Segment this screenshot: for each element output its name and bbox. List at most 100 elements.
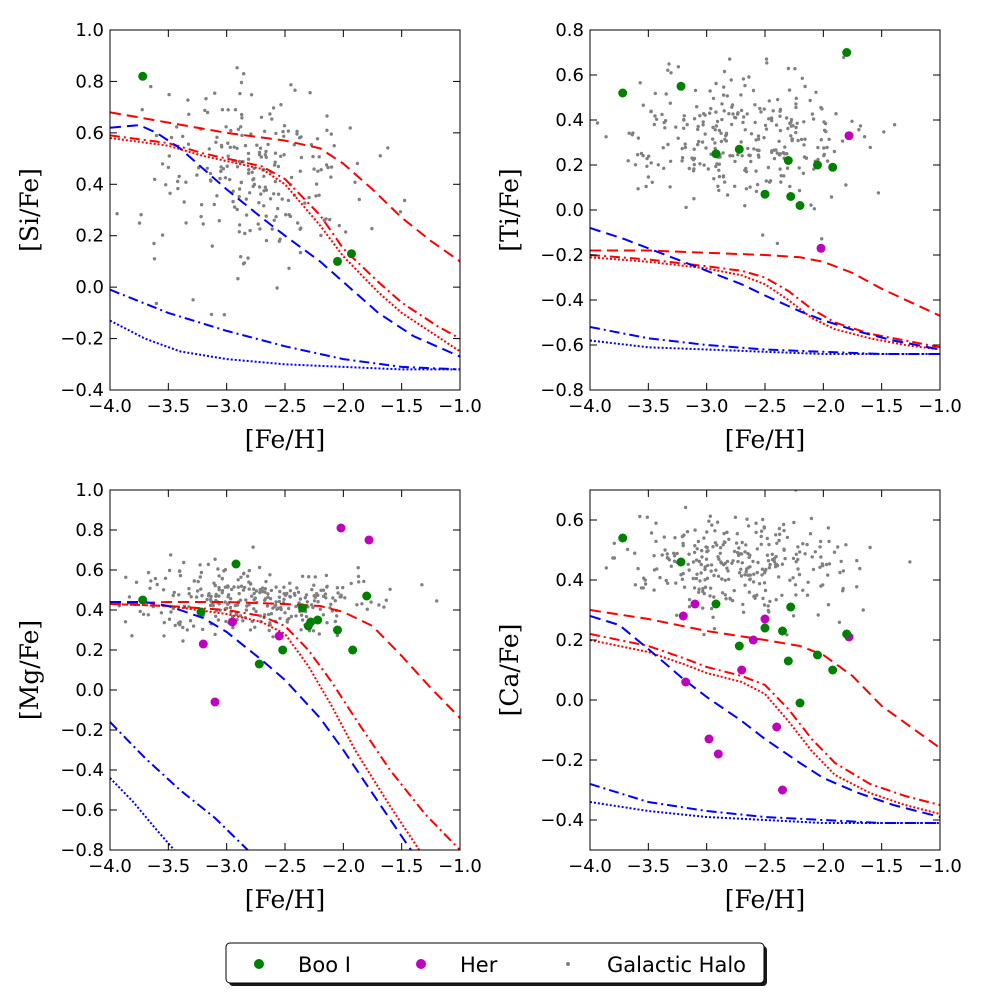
halo-point <box>208 178 213 182</box>
boo-point <box>786 192 796 201</box>
halo-point <box>182 560 186 565</box>
halo-point <box>231 189 235 193</box>
halo-point <box>697 590 701 594</box>
halo-point <box>377 603 381 607</box>
boo-point <box>138 595 148 605</box>
halo-point <box>198 575 202 579</box>
halo-point <box>722 531 726 536</box>
halo-point <box>733 184 737 188</box>
halo-point <box>638 81 642 85</box>
halo-point <box>643 582 648 586</box>
halo-point <box>328 217 332 222</box>
her-point <box>198 639 208 649</box>
plot-content <box>110 66 460 371</box>
halo-point <box>208 603 213 608</box>
halo-point <box>228 605 233 610</box>
halo-point <box>684 205 688 210</box>
halo-point <box>219 169 223 173</box>
halo-point <box>748 573 752 577</box>
halo-point <box>280 197 284 201</box>
halo-point <box>674 581 678 585</box>
boo-point <box>813 650 822 660</box>
her-point <box>336 523 346 533</box>
model-red-dashed <box>110 601 460 719</box>
halo-point <box>731 559 735 563</box>
halo-point <box>811 567 816 572</box>
halo-point <box>746 146 750 151</box>
halo-point <box>188 619 193 623</box>
halo-point <box>664 92 668 96</box>
halo-point <box>876 191 881 195</box>
halo-point <box>168 191 172 195</box>
halo-point <box>154 301 159 306</box>
halo-point <box>420 583 424 587</box>
y-tick-label: −0.2 <box>540 750 584 771</box>
halo-point <box>827 539 831 544</box>
halo-point <box>272 163 277 167</box>
halo-point <box>321 613 326 617</box>
halo-point <box>749 159 753 164</box>
halo-point <box>762 571 767 575</box>
halo-point <box>299 155 304 160</box>
halo-point <box>652 588 656 592</box>
halo-point <box>208 171 213 176</box>
x-tick-label: −2.0 <box>321 396 365 417</box>
halo-point <box>892 123 897 127</box>
boo-point <box>138 71 148 81</box>
halo-point <box>638 514 642 519</box>
halo-point <box>257 565 262 570</box>
halo-point <box>714 568 718 572</box>
halo-point <box>695 547 699 551</box>
halo-point <box>706 167 710 171</box>
halo-point <box>153 177 157 182</box>
halo-point <box>160 233 165 237</box>
halo-point <box>134 580 139 584</box>
halo-point <box>743 204 747 208</box>
halo-point <box>177 174 181 179</box>
halo-point <box>141 612 146 616</box>
halo-point <box>780 593 784 597</box>
halo-point <box>709 569 713 573</box>
halo-point <box>809 203 813 207</box>
halo-point <box>858 124 863 128</box>
halo-point <box>704 146 708 150</box>
halo-point <box>299 628 303 632</box>
halo-point <box>667 62 671 66</box>
halo-point <box>162 620 166 625</box>
halo-point <box>627 131 631 135</box>
halo-point <box>239 180 244 184</box>
model-red-dashdot <box>110 603 460 850</box>
halo-point <box>604 566 608 570</box>
halo-point <box>668 159 673 163</box>
halo-point <box>258 227 262 231</box>
halo-point <box>706 549 710 553</box>
halo-point <box>747 590 752 594</box>
halo-point <box>683 505 688 510</box>
halo-point <box>699 562 703 567</box>
halo-point <box>182 200 186 204</box>
halo-point <box>766 604 770 608</box>
halo-point <box>276 206 280 211</box>
her-point <box>748 635 758 645</box>
halo-point <box>788 184 792 189</box>
halo-point <box>339 593 343 597</box>
halo-point <box>770 552 774 556</box>
x-tick-label: −1.5 <box>380 856 424 877</box>
halo-point <box>717 188 721 193</box>
halo-point <box>357 197 361 202</box>
halo-point <box>217 588 221 592</box>
x-tick-label: −4.0 <box>88 396 132 417</box>
halo-point <box>762 581 767 585</box>
halo-point <box>163 576 168 580</box>
halo-point <box>741 602 745 607</box>
halo-point <box>687 568 691 572</box>
halo-point <box>299 613 304 617</box>
y-tick-label: 1.0 <box>75 480 104 501</box>
halo-point <box>857 128 861 132</box>
boo-point <box>362 591 372 601</box>
halo-point <box>217 594 221 598</box>
halo-point <box>270 227 274 231</box>
halo-point <box>751 580 756 584</box>
halo-point <box>826 573 830 577</box>
halo-point <box>782 528 786 533</box>
